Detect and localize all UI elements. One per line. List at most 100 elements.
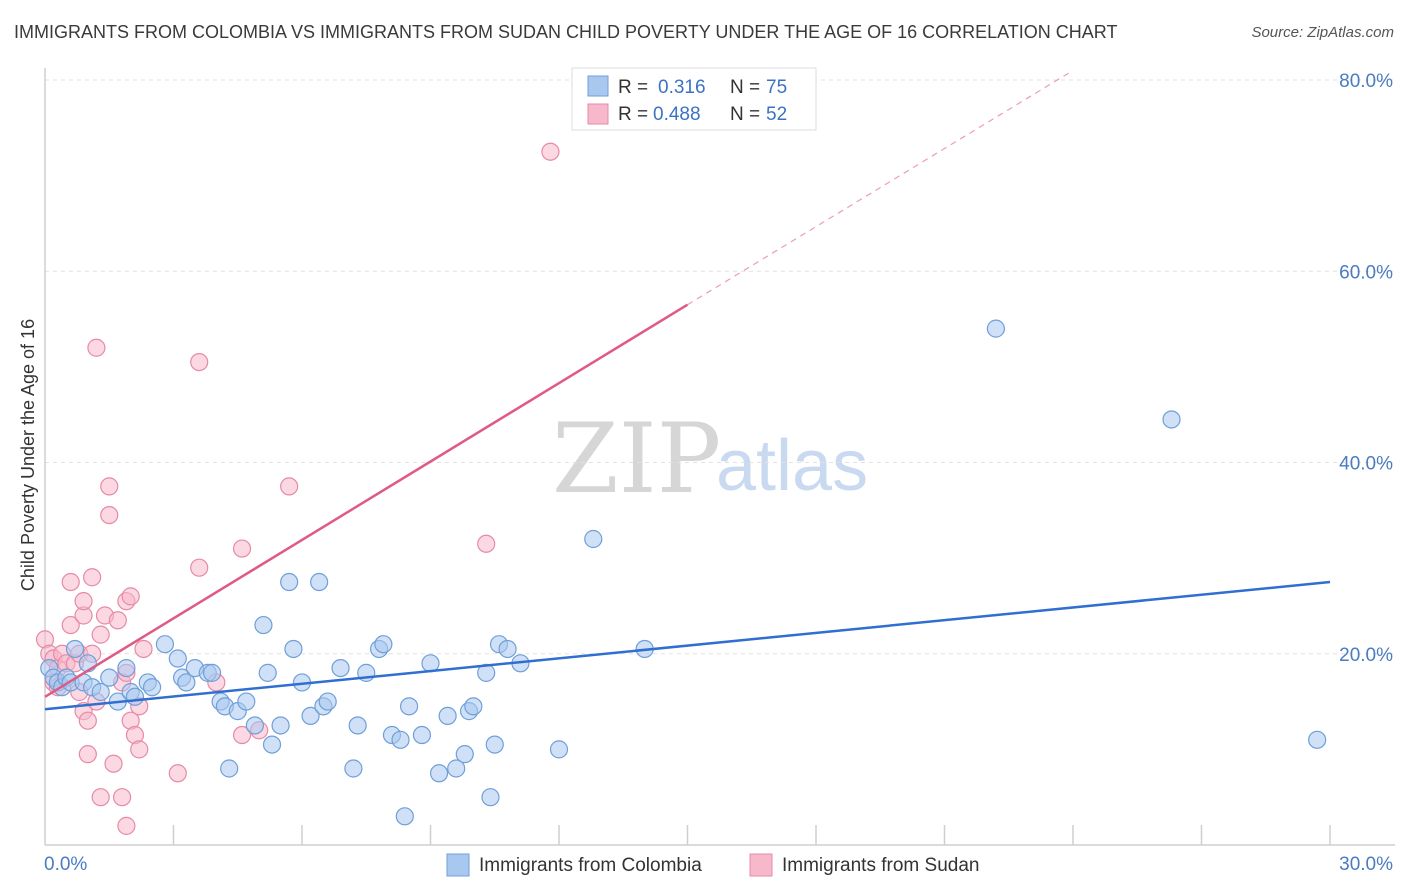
colombia-point xyxy=(549,740,569,759)
sudan-point xyxy=(190,558,209,577)
colombia-point xyxy=(438,706,457,726)
legend-colombia-label: Immigrants from Colombia xyxy=(479,855,702,876)
stats-legend-box xyxy=(571,67,817,131)
colombia-point xyxy=(117,658,136,678)
source-label: Source: ZipAtlas.com xyxy=(1251,24,1394,41)
axes xyxy=(44,68,1395,846)
sudan-r-value: 0.488 xyxy=(653,104,701,125)
colombia-point xyxy=(464,697,483,716)
colombia-point xyxy=(245,716,264,735)
colombia-point xyxy=(202,663,222,682)
sudan-point xyxy=(100,505,119,525)
colombia-point xyxy=(254,615,273,635)
x-tick-label-min: 0.0% xyxy=(44,854,87,875)
sudan-point xyxy=(232,725,252,745)
sudan-point xyxy=(87,338,106,357)
colombia-point xyxy=(348,716,367,735)
colombia-point xyxy=(986,319,1006,338)
series-legend: Immigrants from Colombia Immigrants from… xyxy=(446,853,979,877)
colombia-point xyxy=(399,697,419,716)
colombia-point xyxy=(1162,410,1181,429)
colombia-point xyxy=(65,639,85,659)
sudan-r-label: R = xyxy=(618,104,648,125)
colombia-trendline xyxy=(44,580,1331,711)
sudan-trendline-extension xyxy=(687,69,1074,306)
colombia-point xyxy=(318,692,337,711)
sudan-points xyxy=(35,142,560,835)
sudan-swatch xyxy=(587,103,609,125)
colombia-n-value: 75 xyxy=(766,77,787,98)
y-tick-label: 80.0% xyxy=(1339,71,1393,92)
x-ticks xyxy=(172,825,1331,845)
colombia-point xyxy=(344,759,363,778)
colombia-swatch xyxy=(587,75,609,97)
watermark-atlas: atlas xyxy=(716,426,868,506)
sudan-point xyxy=(477,534,496,553)
sudan-point xyxy=(280,477,299,496)
sudan-point xyxy=(61,572,80,592)
gridlines xyxy=(45,79,1395,655)
legend-sudan-label: Immigrants from Sudan xyxy=(782,855,979,876)
colombia-point xyxy=(412,725,432,745)
colombia-point xyxy=(374,635,393,654)
colombia-point xyxy=(91,682,110,702)
colombia-point xyxy=(220,759,239,778)
sudan-point xyxy=(83,568,102,587)
sudan-point xyxy=(134,639,153,659)
sudan-point xyxy=(121,587,140,606)
colombia-point xyxy=(262,735,282,754)
legend-sudan-swatch xyxy=(749,853,773,877)
colombia-point xyxy=(429,764,449,783)
sudan-point xyxy=(108,611,127,630)
sudan-point xyxy=(74,592,93,611)
colombia-point xyxy=(125,687,145,706)
colombia-point xyxy=(485,735,504,754)
colombia-point xyxy=(498,639,517,659)
y-axis-label: Child Poverty Under the Age of 16 xyxy=(18,319,38,591)
stats-legend: R = 0.316 N = 75 R = 0.488 N = 52 xyxy=(571,67,817,131)
sudan-point xyxy=(100,477,119,496)
colombia-point xyxy=(177,673,196,692)
colombia-point xyxy=(395,807,414,826)
y-tick-label: 20.0% xyxy=(1339,645,1393,666)
sudan-point xyxy=(78,745,97,764)
sudan-n-value: 52 xyxy=(766,104,787,125)
colombia-point xyxy=(280,572,299,592)
sudan-point xyxy=(91,788,110,807)
colombia-point xyxy=(584,529,603,549)
colombia-n-label: N = xyxy=(730,77,760,98)
colombia-r-value: 0.316 xyxy=(658,77,706,98)
colombia-point xyxy=(301,706,320,726)
y-tick-label: 40.0% xyxy=(1339,454,1393,475)
colombia-point xyxy=(258,663,277,682)
colombia-point xyxy=(284,639,303,659)
sudan-point xyxy=(232,539,252,558)
colombia-point xyxy=(1308,730,1327,749)
sudan-point xyxy=(91,625,110,644)
watermark-zip: ZIP xyxy=(552,403,721,515)
colombia-point xyxy=(142,678,162,697)
y-tick-labels: 20.0% 40.0% 60.0% 80.0% xyxy=(1339,71,1393,666)
colombia-point xyxy=(331,658,350,678)
colombia-point xyxy=(447,759,466,778)
sudan-point xyxy=(61,615,80,635)
colombia-points xyxy=(40,319,1327,826)
sudan-point xyxy=(78,711,97,730)
colombia-r-label: R = xyxy=(618,77,648,98)
sudan-n-label: N = xyxy=(730,104,760,125)
colombia-point xyxy=(481,788,500,807)
colombia-point xyxy=(271,716,290,735)
sudan-point xyxy=(168,764,187,783)
sudan-point xyxy=(541,142,560,161)
x-tick-label-max: 30.0% xyxy=(1339,854,1393,875)
colombia-point xyxy=(310,572,329,592)
sudan-point xyxy=(104,754,123,773)
colombia-point xyxy=(237,692,256,711)
sudan-trendline xyxy=(44,303,689,698)
sudan-point xyxy=(190,352,209,372)
colombia-point xyxy=(100,668,119,687)
legend-colombia-swatch xyxy=(446,853,470,877)
colombia-point xyxy=(168,649,187,668)
y-tick-label: 60.0% xyxy=(1339,262,1393,283)
